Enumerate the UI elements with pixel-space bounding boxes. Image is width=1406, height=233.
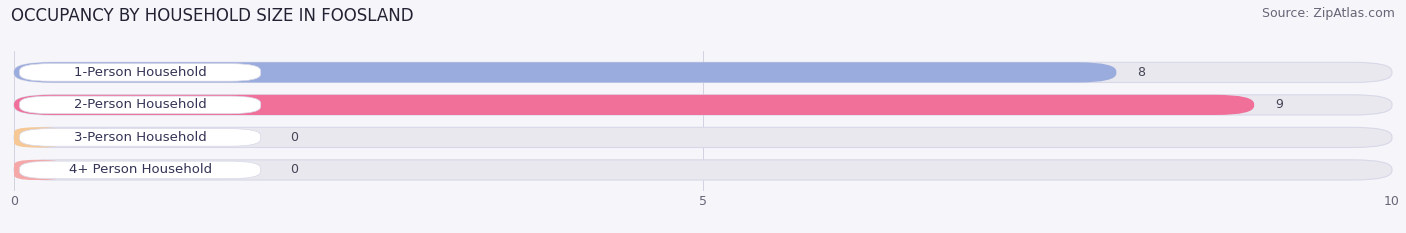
Text: Source: ZipAtlas.com: Source: ZipAtlas.com: [1261, 7, 1395, 20]
FancyBboxPatch shape: [20, 129, 260, 146]
FancyBboxPatch shape: [20, 64, 260, 81]
Text: 0: 0: [290, 163, 298, 176]
Text: 2-Person Household: 2-Person Household: [73, 98, 207, 111]
FancyBboxPatch shape: [14, 62, 1392, 82]
Text: 9: 9: [1275, 98, 1282, 111]
Text: 8: 8: [1137, 66, 1144, 79]
FancyBboxPatch shape: [14, 62, 1116, 82]
Text: 3-Person Household: 3-Person Household: [73, 131, 207, 144]
Text: OCCUPANCY BY HOUSEHOLD SIZE IN FOOSLAND: OCCUPANCY BY HOUSEHOLD SIZE IN FOOSLAND: [11, 7, 413, 25]
FancyBboxPatch shape: [14, 160, 1392, 180]
FancyBboxPatch shape: [14, 127, 1392, 147]
FancyBboxPatch shape: [14, 95, 1254, 115]
FancyBboxPatch shape: [14, 160, 62, 180]
Text: 1-Person Household: 1-Person Household: [73, 66, 207, 79]
Text: 4+ Person Household: 4+ Person Household: [69, 163, 212, 176]
Text: 0: 0: [290, 131, 298, 144]
FancyBboxPatch shape: [20, 96, 260, 114]
FancyBboxPatch shape: [14, 95, 1392, 115]
FancyBboxPatch shape: [14, 127, 62, 147]
FancyBboxPatch shape: [20, 161, 260, 179]
